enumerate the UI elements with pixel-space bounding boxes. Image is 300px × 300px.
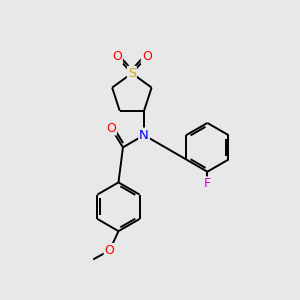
Text: O: O	[142, 50, 152, 63]
Text: O: O	[106, 122, 116, 134]
Text: N: N	[139, 129, 149, 142]
Text: O: O	[112, 50, 122, 63]
Text: S: S	[128, 67, 136, 80]
Text: F: F	[204, 177, 211, 190]
Text: O: O	[105, 244, 115, 257]
